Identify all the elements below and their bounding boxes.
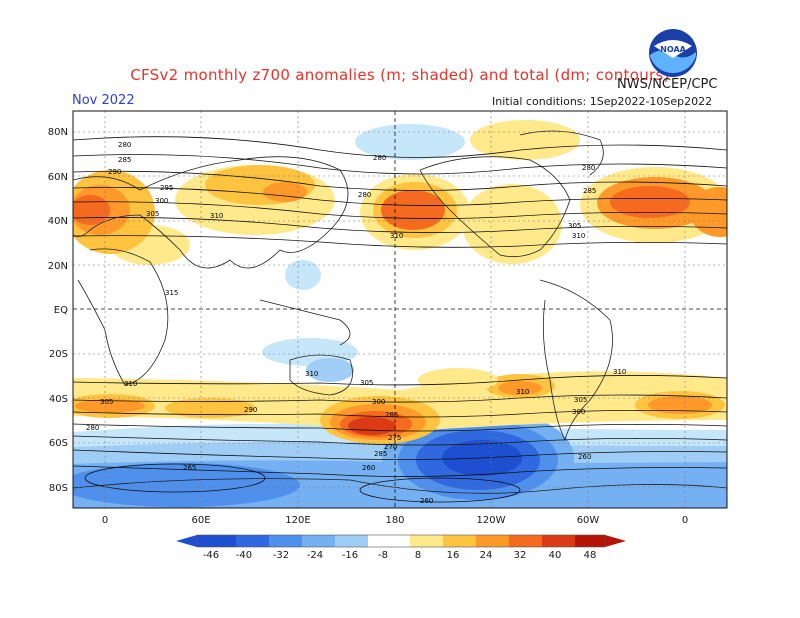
lat-label: 40N (48, 216, 68, 227)
contour-label: 305 (360, 379, 373, 387)
contour-label: 280 (373, 154, 386, 162)
contour-label: 265 (183, 464, 196, 472)
contour-label: 260 (362, 464, 375, 472)
contour-label: 310 (516, 388, 529, 396)
colorbar-bin (302, 535, 335, 547)
lat-label: EQ (54, 305, 68, 316)
svg-text:NOAA: NOAA (660, 45, 686, 54)
lon-label: 120W (477, 515, 506, 526)
contour-label: 280 (118, 141, 131, 149)
colorbar-bin (368, 535, 410, 547)
contour-label: 280 (358, 191, 371, 199)
equator-dateline (73, 111, 727, 508)
contour-label: 295 (160, 184, 173, 192)
noaa-logo: NOAA (649, 29, 697, 77)
contour-label: 270 (384, 443, 397, 451)
plot-frame (72, 110, 728, 509)
colorbar-tick: 24 (480, 550, 493, 561)
colorbar-tick: -24 (307, 550, 323, 561)
contour-label: 285 (374, 450, 387, 458)
contour-label: 310 (305, 370, 318, 378)
height-contours (73, 136, 727, 503)
lon-label: 0 (102, 515, 108, 526)
colorbar-tick: -16 (342, 550, 358, 561)
lon-label: 60E (191, 515, 210, 526)
colorbar-bin (410, 535, 443, 547)
contour-label: 260 (420, 497, 433, 505)
contour-label: 290 (244, 406, 257, 414)
colorbar-tick: 48 (584, 550, 597, 561)
colorbar-tick: -46 (203, 550, 219, 561)
contour-label: 300 (372, 398, 385, 406)
latitude-labels: 80N 60N 40N 20N EQ 20S 40S 60S 80S (48, 127, 68, 494)
chart-title: CFSv2 monthly z700 anomalies (m; shaded)… (130, 66, 670, 84)
colorbar-tick: -40 (236, 550, 252, 561)
lat-label: 80S (49, 483, 68, 494)
contour-label: 310 (572, 232, 585, 240)
lon-label: 60W (577, 515, 600, 526)
lat-label: 60N (48, 172, 68, 183)
colorbar-bin (509, 535, 542, 547)
colorbar-left-arrow (176, 535, 197, 547)
lat-label: 20N (48, 261, 68, 272)
colorbar-bin (575, 535, 605, 547)
colorbar-tick: 16 (447, 550, 460, 561)
contour-label: 310 (210, 212, 223, 220)
coastlines (73, 130, 727, 494)
contour-label: 260 (578, 453, 591, 461)
contour-label: 285 (583, 187, 596, 195)
contour-label: 305 (568, 222, 581, 230)
graticule (73, 111, 727, 508)
contour-label: 305 (146, 210, 159, 218)
agency-label: NWS/NCEP/CPC (617, 77, 718, 92)
lon-label: 180 (385, 515, 404, 526)
contour-label: 275 (388, 434, 401, 442)
contour-label: 280 (582, 164, 595, 172)
colorbar-bin (542, 535, 575, 547)
contour-label: 315 (165, 289, 178, 297)
colorbar-bin (236, 535, 269, 547)
forecast-month: Nov 2022 (72, 93, 135, 108)
colorbar-tick: 8 (415, 550, 421, 561)
colorbar-bin (443, 535, 476, 547)
colorbar-tick: -32 (273, 550, 289, 561)
colorbar-bin (476, 535, 509, 547)
colorbar-tick: 40 (549, 550, 562, 561)
anomaly-shading (73, 111, 727, 508)
lat-label: 60S (49, 438, 68, 449)
colorbar-bin (269, 535, 302, 547)
contour-label: 280 (86, 424, 99, 432)
lon-label: 0 (682, 515, 688, 526)
contour-label: 300 (155, 197, 168, 205)
contour-label: 285 (385, 411, 398, 419)
contour-label: 310 (613, 368, 626, 376)
contour-label: 305 (100, 398, 113, 406)
lat-label: 80N (48, 127, 68, 138)
contour-label: 310 (390, 232, 403, 240)
lat-label: 20S (49, 349, 68, 360)
contour-label: 290 (108, 168, 121, 176)
initial-conditions: Initial conditions: 1Sep2022-10Sep2022 (492, 95, 713, 108)
colorbar: -46 -40 -32 -24 -16 -8 8 16 24 32 40 48 (176, 534, 626, 561)
colorbar-bin (335, 535, 368, 547)
colorbar-frame (196, 534, 606, 548)
contour-label: 285 (118, 156, 131, 164)
contour-label-group: 280 285 290 295 300 305 310 315 280 280 … (86, 141, 626, 505)
contour-label: 305 (574, 396, 587, 404)
lon-label: 120E (285, 515, 310, 526)
contour-label: 300 (572, 408, 585, 416)
colorbar-tick: -8 (378, 550, 388, 561)
colorbar-right-arrow (605, 535, 626, 547)
colorbar-tick: 32 (514, 550, 527, 561)
colorbar-bin (197, 535, 236, 547)
lat-label: 40S (49, 394, 68, 405)
contour-label: 310 (124, 380, 137, 388)
longitude-labels: 0 60E 120E 180 120W 60W 0 (102, 515, 688, 526)
